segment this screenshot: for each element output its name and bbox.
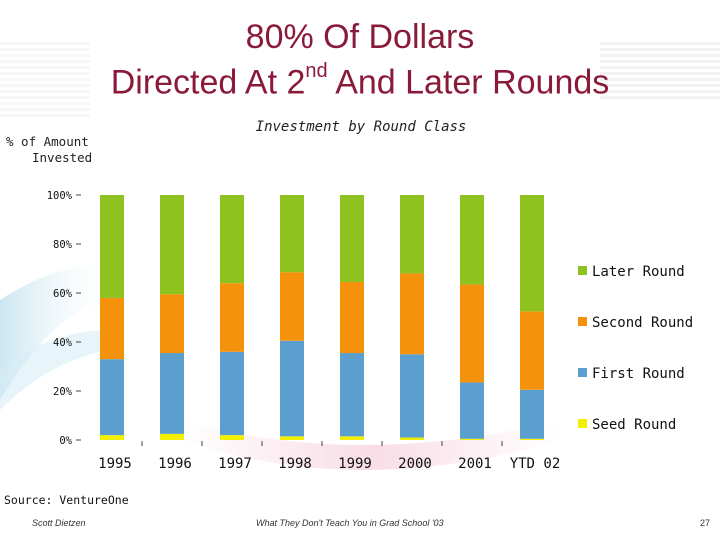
- x-tick-label: 1998: [278, 456, 312, 472]
- bar-seed-round-1996: [160, 433, 184, 440]
- bar-seed-round-1995: [100, 435, 124, 440]
- footer-author: Scott Dietzen: [32, 518, 86, 528]
- x-tick-label: 2001: [458, 456, 492, 472]
- bar-first-round-1999: [340, 353, 364, 437]
- bar-seed-round-2001: [460, 438, 484, 440]
- slide-title-line1: 80% Of Dollars: [245, 18, 475, 56]
- y-axis-label: % of Amount Invested: [6, 134, 92, 166]
- bar-first-round-2000: [400, 354, 424, 438]
- x-tick-label: 1997: [218, 456, 252, 472]
- legend-swatch-seed-round: [578, 419, 587, 428]
- x-tick-label: 1999: [338, 456, 372, 472]
- bar-later-round-1999: [340, 195, 364, 282]
- bar-later-round-ytd-02: [520, 195, 544, 312]
- bar-first-round-1995: [100, 359, 124, 436]
- x-tick-label: YTD 02: [510, 456, 561, 472]
- x-tick-label: 1996: [158, 456, 192, 472]
- bar-seed-round-2000: [400, 437, 424, 440]
- legend-swatch-second-round: [578, 317, 587, 326]
- bar-first-round-2001: [460, 382, 484, 439]
- footer-page-number: 27: [700, 518, 711, 528]
- title-line2-post: And Later Rounds: [327, 63, 610, 102]
- y-tick-label: 0%: [59, 435, 72, 447]
- bar-seed-round-ytd-02: [520, 438, 544, 440]
- bar-first-round-1997: [220, 351, 244, 436]
- chart-title: Investment by Round Class: [255, 119, 467, 135]
- x-tick-label: 1995: [98, 456, 132, 472]
- footer-talk-title: What They Don't Teach You in Grad School…: [256, 518, 444, 528]
- bar-later-round-1997: [220, 195, 244, 284]
- source-note: Source: VentureOne: [4, 493, 129, 507]
- legend-swatch-later-round: [578, 266, 587, 275]
- bar-later-round-2000: [400, 195, 424, 274]
- bar-second-round-1995: [100, 297, 124, 360]
- title-line2-sup: nd: [305, 60, 328, 82]
- bar-second-round-2000: [400, 273, 424, 355]
- x-tick-label: 2000: [398, 456, 432, 472]
- y-tick-label: 20%: [53, 386, 73, 398]
- bar-second-round-ytd-02: [520, 311, 544, 390]
- bar-later-round-1998: [280, 195, 304, 273]
- legend-label-first-round: First Round: [592, 366, 685, 382]
- y-tick-label: 100%: [47, 190, 73, 202]
- bar-first-round-1996: [160, 353, 184, 434]
- y-tick-label: 80%: [53, 239, 73, 251]
- legend-label-seed-round: Seed Round: [592, 417, 676, 433]
- slide-title-line2: Directed At 2nd And Later Rounds: [0, 56, 720, 101]
- bar-second-round-1998: [280, 272, 304, 341]
- y-tick-label: 40%: [53, 337, 73, 349]
- y-tick-label: 60%: [53, 288, 73, 300]
- y-axis-label-line1: % of Amount: [6, 134, 89, 149]
- bar-seed-round-1998: [280, 436, 304, 440]
- bar-second-round-1996: [160, 294, 184, 354]
- legend-swatch-first-round: [578, 368, 587, 377]
- title-line2-pre: Directed At 2: [110, 63, 306, 102]
- bar-first-round-1998: [280, 340, 304, 437]
- bar-later-round-1995: [100, 195, 124, 298]
- legend-label-second-round: Second Round: [592, 315, 693, 331]
- y-axis-label-line2: Invested: [32, 150, 93, 165]
- bar-seed-round-1999: [340, 436, 364, 440]
- bar-later-round-1996: [160, 195, 184, 295]
- bar-second-round-1999: [340, 281, 364, 354]
- bar-seed-round-1997: [220, 435, 244, 440]
- legend-label-later-round: Later Round: [592, 264, 685, 280]
- bar-later-round-2001: [460, 195, 484, 285]
- bar-second-round-1997: [220, 283, 244, 352]
- bar-first-round-ytd-02: [520, 389, 544, 439]
- bar-second-round-2001: [460, 284, 484, 383]
